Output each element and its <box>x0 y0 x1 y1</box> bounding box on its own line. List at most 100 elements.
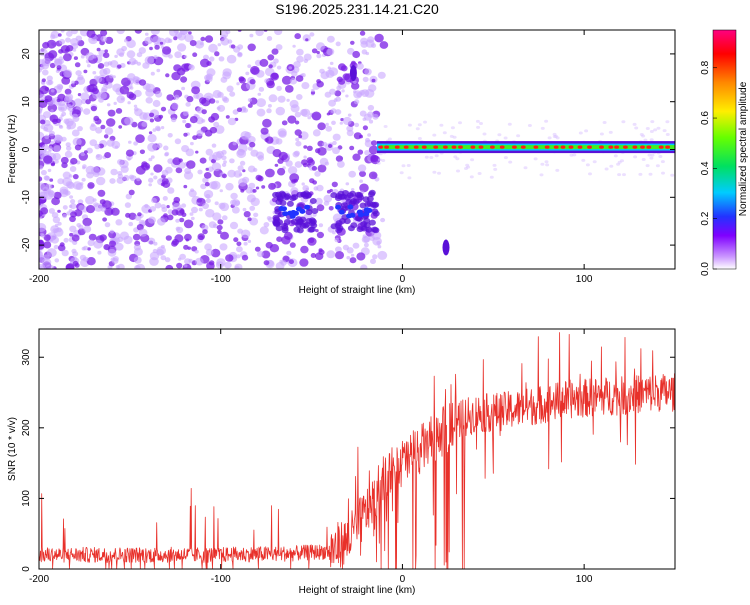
noise-speck <box>164 151 170 156</box>
noise-speck <box>97 189 106 197</box>
spectrogram-x-label: Height of straight line (km) <box>299 285 416 296</box>
snr-x-tick-label: -200 <box>29 574 49 585</box>
blob-speck <box>372 210 380 217</box>
noise-speck <box>103 134 109 139</box>
haze-speck <box>434 154 439 158</box>
noise-speck <box>266 216 272 221</box>
blob-speck <box>360 221 368 227</box>
noise-speck <box>350 40 355 45</box>
noise-speck <box>79 182 84 186</box>
blob-speck <box>296 219 304 226</box>
carrier-peak <box>421 145 427 149</box>
haze-speck <box>653 128 658 132</box>
noise-speck <box>312 129 321 137</box>
noise-speck <box>129 86 134 90</box>
noise-speck <box>137 212 142 217</box>
blob-speck <box>362 196 370 203</box>
noise-speck <box>296 94 303 100</box>
noise-speck <box>153 175 158 180</box>
noise-speck <box>72 48 77 52</box>
noise-speck <box>294 33 302 40</box>
noise-speck <box>294 161 303 168</box>
noise-speck <box>149 206 157 212</box>
blob-core <box>358 212 364 218</box>
noise-speck <box>183 55 188 59</box>
noise-speck <box>346 129 354 137</box>
haze-speck <box>633 155 638 159</box>
carrier-peak <box>560 145 566 149</box>
noise-speck <box>247 165 256 173</box>
haze-speck <box>547 136 552 140</box>
noise-speck <box>128 212 137 220</box>
noise-speck <box>379 41 389 49</box>
noise-speck <box>56 98 61 103</box>
noise-speck <box>301 182 305 186</box>
blob-speck <box>309 198 317 204</box>
noise-speck <box>102 217 107 222</box>
noise-speck <box>201 224 209 231</box>
noise-speck <box>127 73 136 81</box>
noise-speck <box>136 61 141 66</box>
noise-speck <box>126 39 136 49</box>
noise-speck <box>190 216 195 221</box>
noise-speck <box>117 236 124 242</box>
noise-speck <box>47 146 54 151</box>
blob-speck <box>281 225 289 232</box>
haze-speck <box>449 134 454 138</box>
noise-speck <box>115 265 120 269</box>
haze-speck <box>455 157 460 161</box>
noise-speck <box>155 91 163 98</box>
noise-speck <box>346 256 351 260</box>
noise-speck <box>248 182 256 189</box>
noise-speck <box>117 171 123 176</box>
noise-speck <box>133 256 142 264</box>
noise-speck <box>280 260 287 266</box>
noise-speck <box>113 101 117 105</box>
noise-speck <box>339 121 343 125</box>
noise-speck <box>267 104 272 108</box>
noise-speck <box>58 58 64 65</box>
noise-speck <box>71 80 76 85</box>
noise-speck <box>43 234 51 241</box>
colorbar-ticks: 0.0 0.2 0.4 0.6 0.8 <box>700 60 717 276</box>
haze-speck <box>508 160 513 164</box>
noise-speck <box>225 30 231 35</box>
noise-speck <box>293 61 301 68</box>
noise-speck <box>154 202 162 209</box>
noise-speck <box>107 109 116 117</box>
noise-speck <box>183 184 188 189</box>
noise-speck <box>63 69 73 78</box>
noise-speck <box>220 76 228 83</box>
noise-speck <box>267 54 275 61</box>
blob-speck <box>300 191 308 198</box>
noise-speck <box>60 114 64 118</box>
noise-speck <box>295 140 302 147</box>
noise-speck <box>114 54 118 59</box>
noise-speck <box>48 208 56 214</box>
noise-speck <box>247 217 252 222</box>
noise-speck <box>153 164 163 173</box>
noise-speck <box>268 182 276 190</box>
noise-speck <box>153 55 158 60</box>
noise-speck <box>85 195 95 205</box>
noise-speck <box>341 89 345 93</box>
noise-speck <box>215 100 220 104</box>
noise-speck <box>368 119 374 124</box>
noise-speck <box>216 224 223 231</box>
blob-core <box>278 206 285 211</box>
noise-speck <box>276 65 282 70</box>
noise-speck <box>275 138 283 145</box>
noise-speck <box>68 174 73 178</box>
noise-speck <box>241 229 251 239</box>
noise-speck <box>220 37 230 46</box>
haze-speck <box>432 133 437 137</box>
blob-speck <box>371 226 379 233</box>
colorbar-tick-label: 0.6 <box>700 111 711 125</box>
noise-speck <box>174 234 184 243</box>
noise-speck <box>249 79 256 85</box>
noise-speck <box>338 78 346 85</box>
noise-speck <box>127 101 131 105</box>
noise-speck <box>295 137 300 142</box>
noise-speck <box>335 155 343 162</box>
noise-speck <box>327 144 333 148</box>
